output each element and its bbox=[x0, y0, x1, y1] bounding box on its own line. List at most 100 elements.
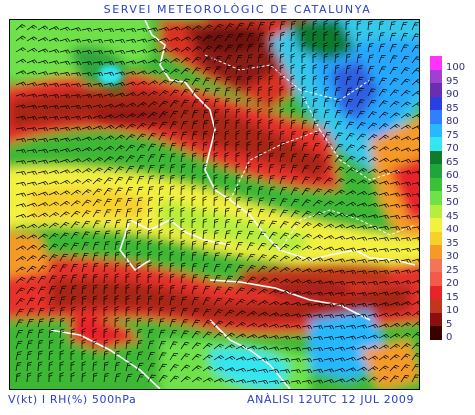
wind-barb bbox=[180, 110, 189, 119]
wind-barb bbox=[136, 80, 148, 86]
wind-barb bbox=[356, 76, 364, 86]
wind-barb bbox=[81, 94, 93, 98]
wind-barb bbox=[191, 342, 201, 350]
wind-barb bbox=[158, 262, 164, 273]
wind-barb bbox=[334, 314, 346, 319]
wind-barb bbox=[279, 119, 285, 130]
wind-barb bbox=[92, 82, 104, 87]
wind-barb bbox=[411, 215, 419, 220]
wind-barb bbox=[114, 113, 126, 119]
wind-barb bbox=[213, 130, 219, 141]
legend-swatch bbox=[430, 204, 442, 218]
legend-row: 95 bbox=[430, 69, 475, 86]
wind-barb bbox=[169, 153, 176, 163]
wind-barb bbox=[15, 171, 27, 176]
wind-barb bbox=[191, 218, 197, 229]
legend-row: 45 bbox=[430, 204, 475, 222]
wind-barb bbox=[312, 154, 321, 163]
wind-barb bbox=[136, 122, 147, 130]
wind-barb bbox=[345, 224, 357, 229]
wind-barb bbox=[411, 342, 419, 350]
wind-barb bbox=[48, 350, 54, 361]
wind-barb bbox=[92, 156, 104, 163]
wind-barb bbox=[59, 339, 65, 350]
wind-barb bbox=[367, 202, 379, 208]
wind-barb bbox=[103, 103, 115, 108]
wind-barb bbox=[180, 296, 188, 306]
wind-barb bbox=[114, 306, 119, 316]
wind-barb bbox=[70, 361, 75, 371]
wind-barb bbox=[213, 332, 224, 339]
wind-barb bbox=[389, 215, 401, 220]
wind-barb bbox=[147, 143, 156, 152]
legend-label: 30 bbox=[446, 251, 459, 262]
wind-barb bbox=[268, 141, 274, 152]
wind-barb bbox=[202, 77, 211, 86]
wind-barb bbox=[246, 185, 252, 196]
wind-barb bbox=[301, 31, 307, 42]
wind-barb bbox=[301, 42, 307, 53]
wind-barb bbox=[158, 79, 169, 86]
wind-barb bbox=[37, 329, 44, 339]
wind-barb bbox=[389, 248, 401, 253]
wind-barb bbox=[59, 350, 65, 361]
wind-barb bbox=[81, 274, 88, 284]
wind-barb bbox=[378, 375, 389, 383]
wind-barb bbox=[191, 163, 197, 174]
wind-barb bbox=[26, 36, 38, 42]
wind-barb bbox=[268, 232, 278, 240]
wind-barb bbox=[356, 225, 368, 230]
wind-barb bbox=[202, 274, 210, 284]
wind-barb bbox=[103, 361, 109, 372]
wind-barb bbox=[213, 366, 225, 372]
wind-barb bbox=[92, 167, 103, 174]
wind-barb bbox=[389, 291, 401, 296]
wind-barb bbox=[37, 71, 49, 76]
wind-barb bbox=[345, 213, 357, 218]
wind-barb bbox=[81, 231, 90, 240]
wind-barb bbox=[70, 264, 78, 273]
wind-barb bbox=[169, 296, 176, 306]
wind-barb bbox=[70, 126, 82, 131]
wind-barb bbox=[257, 141, 263, 152]
wind-barb bbox=[37, 339, 44, 350]
wind-barb bbox=[312, 336, 324, 341]
wind-barb bbox=[136, 306, 142, 317]
wind-barb bbox=[356, 133, 367, 141]
wind-barb bbox=[202, 342, 213, 350]
wind-barb bbox=[169, 142, 177, 152]
wind-barb bbox=[114, 145, 125, 152]
wind-barb bbox=[180, 57, 191, 64]
wind-barb bbox=[411, 374, 419, 383]
wind-barb bbox=[59, 169, 71, 174]
wind-barb bbox=[290, 97, 296, 108]
legend-label: 45 bbox=[446, 210, 459, 222]
wind-barb bbox=[312, 347, 324, 352]
wind-barb bbox=[301, 97, 307, 108]
wind-barb bbox=[202, 252, 209, 262]
wind-barb bbox=[290, 221, 301, 229]
wind-barb bbox=[279, 266, 290, 273]
wind-barb bbox=[356, 247, 368, 252]
wind-barb bbox=[136, 70, 148, 75]
wind-barb bbox=[15, 58, 27, 64]
wind-barb bbox=[345, 346, 357, 351]
wind-barb bbox=[246, 33, 254, 42]
legend-swatch bbox=[430, 83, 442, 97]
wind-barb bbox=[169, 240, 174, 250]
wind-barb bbox=[378, 312, 390, 318]
wind-barb bbox=[202, 66, 212, 75]
wind-barb bbox=[169, 89, 180, 97]
wind-barb bbox=[114, 82, 126, 87]
wind-barb bbox=[378, 365, 389, 372]
wind-barb bbox=[81, 136, 93, 141]
wind-barb bbox=[290, 290, 302, 295]
wind-barb bbox=[158, 251, 163, 261]
wind-barb bbox=[180, 207, 185, 217]
legend-swatch bbox=[430, 164, 442, 178]
wind-barb bbox=[268, 32, 275, 42]
wind-barb bbox=[246, 368, 258, 373]
wind-barb bbox=[235, 253, 244, 262]
wind-barb bbox=[180, 319, 189, 328]
legend-row: 55 bbox=[430, 177, 475, 194]
